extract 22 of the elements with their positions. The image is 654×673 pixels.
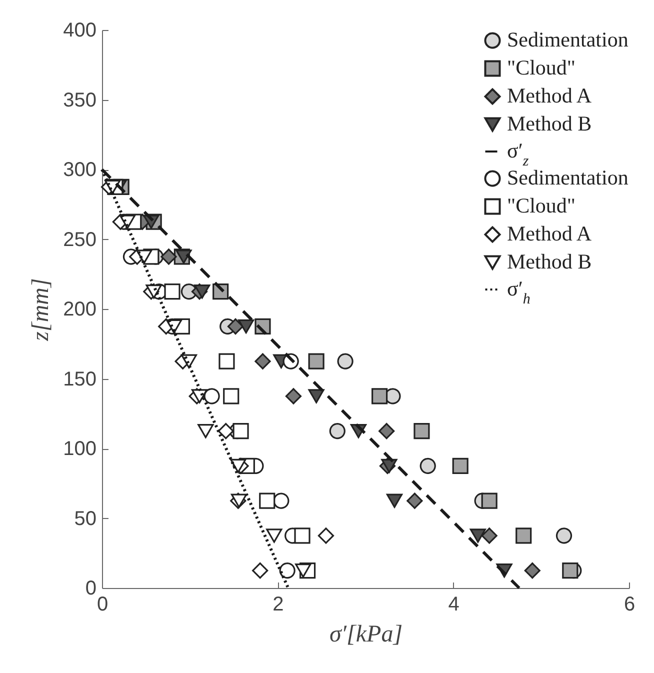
legend-label: Method B — [507, 250, 592, 274]
y-tick-label: 50 — [74, 508, 96, 530]
x-tick-label: 4 — [448, 594, 460, 616]
y-tick-label: 100 — [63, 438, 96, 460]
legend-label: Method B — [507, 112, 592, 136]
y-tick-label: 0 — [85, 578, 96, 600]
legend-label: σ′$_{h}$ — [507, 276, 530, 308]
x-tick-label: 6 — [624, 594, 636, 616]
y-tick-label: 400 — [63, 20, 96, 42]
y-axis-title: z[mm] — [28, 278, 54, 342]
y-tick-label: 250 — [63, 228, 96, 251]
legend-label: "Cloud" — [507, 194, 576, 218]
legend-label: Method A — [507, 84, 592, 108]
y-tick-label: 300 — [63, 159, 96, 181]
y-tick-label: 200 — [63, 298, 96, 320]
x-tick-label: 2 — [272, 594, 284, 616]
legend-label: "Cloud" — [507, 56, 576, 80]
y-tick-label: 150 — [63, 368, 96, 390]
y-tick-label: 350 — [63, 89, 96, 112]
x-axis-title: σ′[kPa] — [329, 622, 403, 648]
legend-label: Method A — [507, 222, 592, 246]
legend-label: Sedimentation — [507, 28, 629, 52]
